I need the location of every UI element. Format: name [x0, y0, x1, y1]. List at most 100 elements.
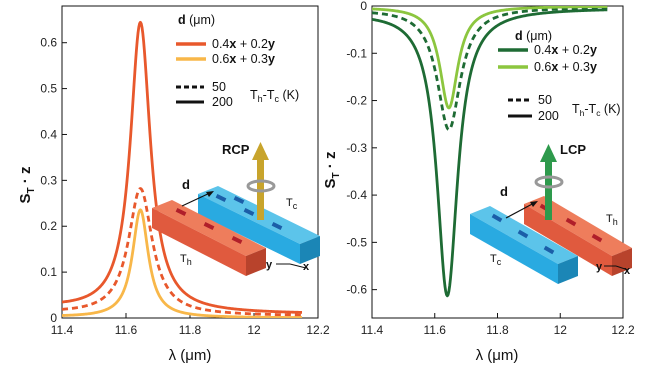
left-curves: [62, 20, 303, 318]
right-y-tick-label: -0.2: [346, 94, 367, 108]
right-legend: d (μm) 0.4x + 0.2y 0.6x + 0.3y 50 200 Th…: [498, 29, 621, 123]
left-plot-frame: [61, 5, 319, 319]
left-cold-bar-side: [300, 236, 320, 264]
left-y-tick-label: 0.4: [40, 127, 57, 141]
right-cold-dash-2: [517, 229, 529, 239]
right-axis-x-label: x: [624, 265, 631, 277]
left-d-label: d: [182, 177, 190, 192]
left-y-axis-label: ST · z: [17, 167, 37, 204]
left-y-tick-label: 0: [50, 311, 57, 325]
right-y-tick-label: -0.5: [346, 235, 367, 249]
right-inset-illustration: d LCP Th Tc y x: [470, 142, 632, 284]
left-x-tick-label: 11.8: [179, 323, 202, 337]
left-hot-bar-side: [246, 248, 266, 276]
right-curves: [372, 6, 608, 298]
right-hot-dash-2: [565, 217, 577, 227]
left-x-axis-label: λ (μm): [169, 347, 212, 364]
right-y-tick-label: -0.3: [346, 141, 367, 155]
right-y-tick-label: -0.4: [346, 188, 367, 202]
right-legend-title: d (μm): [515, 29, 552, 43]
left-axis-y-label: y: [266, 259, 273, 271]
left-rcp-arrow-shaft: [257, 158, 264, 220]
left-legend: d (μm) 0.4x + 0.2y 0.6x + 0.3y 50 200 Th…: [176, 13, 299, 109]
right-d-arrowhead: [530, 201, 538, 207]
right-series-b200: [372, 6, 608, 110]
left-series-a50: [62, 187, 303, 317]
right-d-label: d: [500, 184, 508, 199]
right-x-tick-label: 11.8: [486, 323, 509, 337]
left-y-tick-label: 0.5: [40, 82, 57, 96]
left-x-tick-label: 12.2: [306, 323, 330, 337]
right-x-axis-label: λ (μm): [476, 347, 519, 364]
right-series-a50: [372, 6, 608, 132]
left-series-a200: [62, 20, 303, 314]
left-rotation-icon: [246, 179, 276, 193]
left-y-tick-label: 0.6: [40, 36, 57, 50]
right-legend-solid-label: 200: [538, 109, 559, 123]
left-axis-x-line: [289, 263, 307, 269]
right-axis-x-line: [615, 265, 629, 271]
left-cold-label: Tc: [286, 197, 298, 211]
right-cold-dash-1: [491, 213, 503, 223]
right-legend-dashed-label: 50: [538, 93, 552, 107]
right-rotation-icon: [534, 175, 564, 189]
right-y-tick-label: -0.1: [346, 46, 367, 60]
left-rcp-arrowhead: [252, 142, 269, 160]
left-hot-bar-front: [152, 208, 246, 276]
left-cold-bar-front: [198, 194, 300, 264]
right-axis-y-label: y: [596, 261, 603, 273]
left-x-tick-label: 12: [247, 323, 261, 337]
right-x-tick-label: 12: [554, 323, 568, 337]
right-cold-dash-3: [543, 245, 555, 255]
left-cold-dash-2: [243, 208, 255, 216]
right-cold-label: Tc: [490, 253, 502, 267]
left-legend-entry-1: 0.4x + 0.2y: [212, 37, 275, 51]
right-d-arrow: [505, 201, 537, 219]
right-y-tick-label: -0.6: [346, 283, 367, 297]
right-cold-bar-side: [558, 256, 578, 284]
left-cold-dash-1: [215, 194, 227, 202]
left-cold-dash-4: [233, 196, 245, 204]
right-y-axis-label: ST · z: [322, 152, 342, 189]
left-d-arrow: [181, 191, 213, 207]
right-x-tick-label: 12.2: [611, 323, 635, 337]
right-x-tick-label: 11.4: [361, 323, 384, 337]
left-hot-dash-3: [231, 236, 243, 244]
right-lcp-arrowhead: [540, 144, 557, 162]
left-hot-label: Th: [180, 253, 192, 267]
right-y-tick-label: 0: [360, 0, 367, 13]
left-hot-dash-1: [175, 208, 187, 216]
left-x-tick-label: 11.4: [51, 323, 74, 337]
left-series-b200: [62, 208, 303, 318]
right-legend-entry-1: 0.4x + 0.2y: [534, 43, 597, 57]
left-legend-title: d (μm): [178, 13, 215, 27]
right-lcp-arrow-shaft: [545, 160, 552, 220]
left-y-tick-label: 0.1: [40, 265, 57, 279]
left-legend-solid-label: 200: [212, 95, 233, 109]
left-legend-entry-2: 0.6x + 0.3y: [212, 52, 275, 66]
right-cold-bar-front: [470, 214, 558, 284]
left-hot-dash-2: [203, 222, 215, 230]
left-x-tick-label: 11.6: [115, 323, 138, 337]
left-legend-dashed-label: 50: [212, 80, 226, 94]
right-series-a200: [372, 8, 608, 298]
right-pol-label: LCP: [560, 142, 586, 157]
left-y-tick-label: 0.3: [40, 173, 57, 187]
left-panel: 11.4 11.6 11.8 12 12.2 0 0.1 0.2 0.3 0.4 0.5 0.6 λ …: [17, 5, 330, 364]
left-legend-temp-label: Th-Tc (K): [250, 88, 299, 104]
right-legend-entry-2: 0.6x + 0.3y: [534, 60, 597, 74]
right-hot-bar-front: [524, 204, 612, 276]
right-hot-bar-side: [612, 248, 632, 276]
left-inset-illustration: d RCP Tc Th y x: [152, 142, 320, 276]
left-pol-label: RCP: [222, 142, 250, 157]
right-x-tick-label: 11.6: [424, 323, 447, 337]
left-cold-dash-3: [271, 222, 283, 230]
right-panel: 11.4 11.6 11.8 12 12.2 0 -0.1 -0.2 -0.3 -0.4 -0.5 -…: [322, 0, 635, 364]
right-legend-temp-label: Th-Tc (K): [572, 102, 621, 118]
left-y-tick-label: 0.2: [40, 219, 57, 233]
right-ticks: 11.4 11.6 11.8 12 12.2 0 -0.1 -0.2 -0.3 -0.4 -0.5 -…: [346, 0, 635, 337]
right-hot-label: Th: [606, 213, 618, 227]
left-axis-x-label: x: [303, 261, 310, 273]
left-ticks: 11.4 11.6 11.8 12 12.2 0 0.1 0.2 0.3 0.4 0.5 0.6: [40, 36, 330, 337]
